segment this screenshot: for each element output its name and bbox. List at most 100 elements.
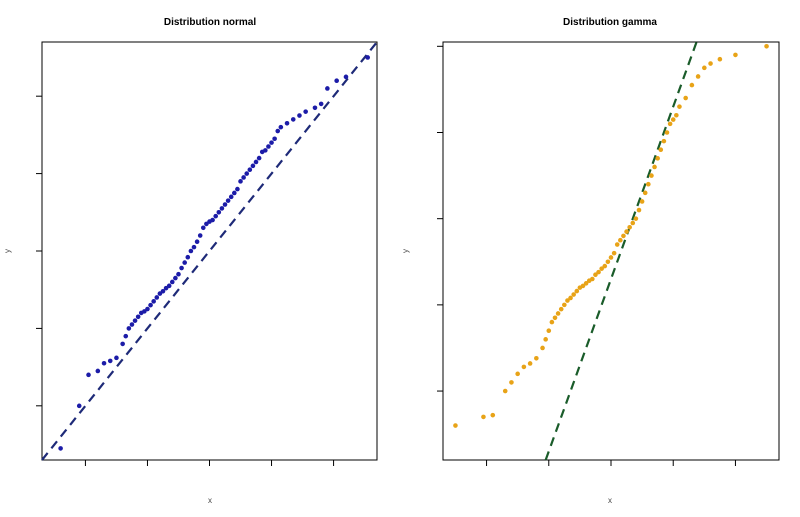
data-point	[95, 368, 101, 374]
x-axis-label: x	[608, 496, 612, 505]
data-point	[527, 361, 533, 366]
data-point	[275, 128, 281, 134]
data-point	[58, 446, 63, 451]
data-point	[605, 259, 611, 265]
data-point	[602, 263, 608, 269]
data-point	[343, 74, 349, 80]
data-point	[272, 136, 277, 142]
data-point	[191, 244, 197, 250]
data-point	[695, 74, 701, 79]
data-point	[166, 283, 172, 289]
y-axis-label: y	[401, 249, 410, 253]
data-point	[593, 272, 598, 278]
data-point	[151, 299, 156, 304]
data-point	[182, 260, 187, 265]
data-point	[764, 44, 769, 49]
data-point	[222, 202, 228, 207]
data-point	[674, 112, 679, 118]
data-point	[558, 306, 564, 312]
data-point	[624, 229, 629, 234]
data-point	[583, 281, 589, 286]
reference-line	[544, 41, 698, 461]
data-point	[232, 190, 237, 196]
data-point	[145, 306, 150, 312]
data-point	[562, 302, 567, 308]
data-point	[571, 292, 576, 297]
data-point	[664, 130, 670, 135]
data-point	[126, 326, 132, 331]
data-point	[667, 121, 673, 127]
x-axis-label: x	[208, 496, 212, 505]
y-axis-label: y	[3, 249, 12, 253]
data-point	[565, 298, 570, 303]
data-point	[263, 148, 268, 153]
data-point	[689, 82, 695, 88]
axes	[437, 45, 736, 466]
data-point	[179, 265, 184, 271]
data-point	[636, 207, 642, 213]
data-point	[552, 315, 558, 321]
data-point	[596, 269, 601, 275]
data-point	[521, 364, 527, 370]
data-point	[132, 318, 138, 323]
data-point	[213, 213, 219, 219]
chart-title: Distribution gamma	[563, 17, 657, 28]
data-point	[235, 186, 240, 192]
data-point	[228, 194, 234, 200]
plot-frame	[442, 41, 780, 461]
data-point	[76, 403, 82, 409]
data-point	[661, 138, 667, 144]
data-point	[652, 164, 657, 170]
data-point	[599, 266, 604, 271]
data-point	[646, 181, 651, 187]
data-point	[225, 198, 231, 203]
data-point	[549, 319, 555, 325]
data-point	[633, 216, 639, 221]
data-point	[515, 371, 520, 377]
data-point	[481, 414, 486, 420]
data-point	[250, 163, 256, 169]
data-point	[123, 333, 129, 339]
data-point	[649, 173, 654, 178]
data-point	[642, 190, 648, 196]
data-point	[266, 144, 271, 149]
data-point	[717, 56, 723, 62]
axes	[36, 95, 335, 466]
data-point	[154, 295, 160, 300]
reference-line	[41, 41, 378, 461]
data-point	[169, 279, 175, 285]
data-point	[238, 179, 243, 184]
data-point	[86, 372, 91, 378]
data-point	[318, 101, 324, 107]
data-point	[509, 380, 514, 385]
data-point	[614, 242, 620, 247]
data-point	[490, 412, 496, 418]
data-point	[534, 356, 539, 361]
points	[453, 44, 769, 428]
data-point	[627, 224, 632, 230]
data-point	[658, 147, 664, 153]
data-point	[670, 117, 676, 122]
data-point	[608, 255, 614, 260]
data-point	[253, 159, 259, 165]
data-point	[244, 171, 250, 176]
data-point	[639, 199, 645, 204]
data-point	[733, 52, 738, 58]
data-point	[580, 283, 586, 289]
data-point	[129, 322, 135, 327]
data-point	[611, 250, 617, 256]
data-point	[543, 337, 548, 342]
data-point	[334, 78, 339, 84]
data-point	[107, 358, 113, 364]
chart-title: Distribution normal	[164, 17, 256, 28]
data-point	[618, 237, 623, 243]
data-point	[200, 225, 206, 231]
data-point	[590, 276, 595, 282]
data-point	[197, 233, 203, 238]
data-point	[247, 167, 253, 173]
data-point	[365, 55, 370, 60]
data-point	[655, 156, 660, 161]
data-point	[269, 140, 274, 145]
data-point	[135, 314, 141, 320]
